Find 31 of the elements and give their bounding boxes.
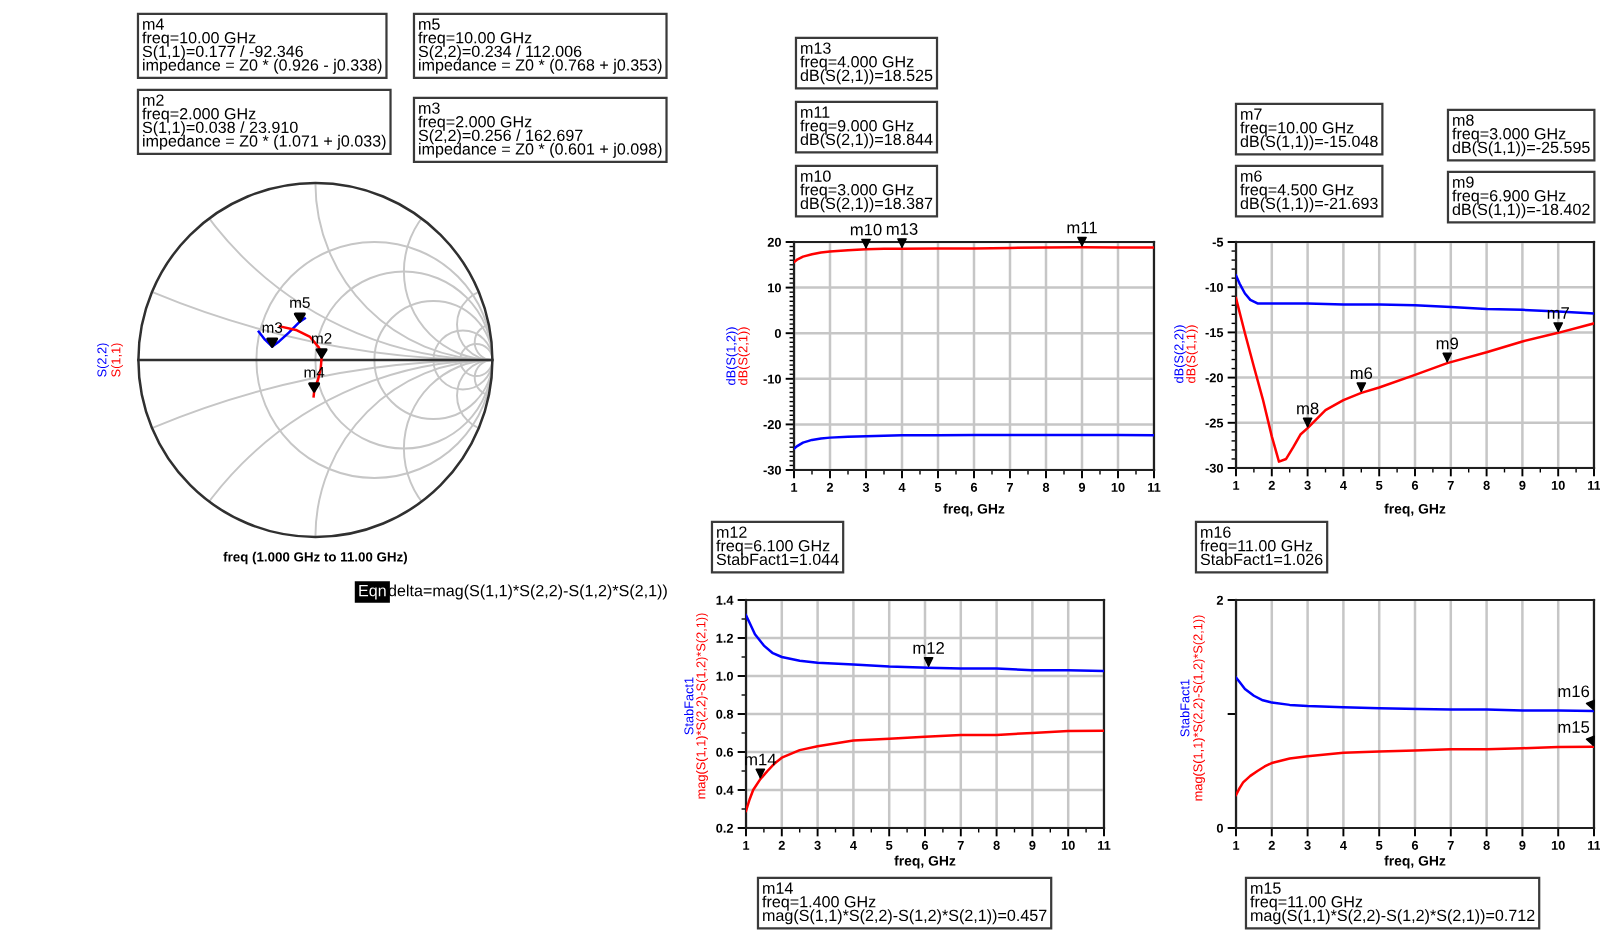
annotation: m13 <box>886 223 918 235</box>
text: m3 freq=2.000 GHz S(2,2)=0.256 / 162.697 impedance = Z0 * (0.601 + j0.098) <box>418 102 662 158</box>
annotation: m6 <box>1350 367 1373 380</box>
text: m9 freq=6.900 GHz dB(S(1,1))=-18.402 <box>1452 176 1590 219</box>
text: m15 freq=11.00 GHz mag(S(1,1)*S(2,2)-S(1,2)*S(2,1))=0.712 <box>1250 882 1535 925</box>
text: Eqn <box>359 585 386 600</box>
annotation: m16 <box>1558 685 1590 698</box>
text: m12 freq=6.100 GHz StabFact1=1.044 <box>716 526 839 566</box>
line-series <box>746 613 1104 673</box>
annotation: m11 <box>1067 221 1097 234</box>
text: m16 freq=11.00 GHz StabFact1=1.026 <box>1200 526 1323 566</box>
text: m11 freq=9.000 GHz dB(S(2,1))=18.844 <box>800 106 933 149</box>
text: m2 freq=2.000 GHz S(1,1)=0.038 / 23.910 impedance = Z0 * (1.071 + j0.033) <box>142 94 386 150</box>
line-series <box>746 729 1104 813</box>
text: m4 freq=10.00 GHz S(1,1)=0.177 / -92.346 impedance = Z0 * (0.926 - j0.338) <box>142 18 382 74</box>
annotation: m9 <box>1436 337 1459 350</box>
text: m10 freq=3.000 GHz dB(S(2,1))=18.387 <box>800 170 933 213</box>
annotation: m10 <box>850 223 882 236</box>
line-series <box>794 433 1154 450</box>
line-series <box>1236 676 1594 713</box>
annotation: m15 <box>1558 721 1590 733</box>
text: m14 freq=1.400 GHz mag(S(1,1)*S(2,2)-S(1,2)*S(2,1))=0.457 <box>762 882 1047 925</box>
annotation: m8 <box>1297 402 1319 415</box>
text: m6 freq=4.500 GHz dB(S(1,1))=-21.693 <box>1240 170 1378 213</box>
line-series <box>1236 296 1594 463</box>
line-series <box>1236 274 1594 315</box>
text: m13 freq=4.000 GHz dB(S(2,1))=18.525 <box>800 42 933 85</box>
text: m5 freq=10.00 GHz S(2,2)=0.234 / 112.006 impedance = Z0 * (0.768 + j0.353) <box>418 18 662 74</box>
text: m8 freq=3.000 GHz dB(S(1,1))=-25.595 <box>1452 114 1590 157</box>
text: m7 freq=10.00 GHz dB(S(1,1))=-15.048 <box>1240 108 1378 151</box>
annotation: m12 <box>913 641 944 654</box>
